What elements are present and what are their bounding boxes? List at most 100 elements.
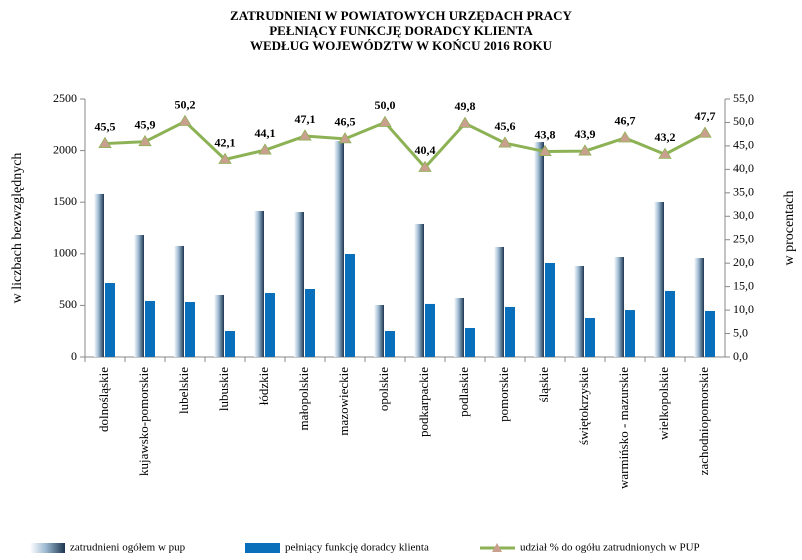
bar xyxy=(145,300,155,357)
marker xyxy=(338,132,352,144)
marker xyxy=(538,144,552,156)
bar xyxy=(414,223,424,357)
y-tick-label: 500 xyxy=(59,297,77,311)
y-tick-label: 2500 xyxy=(53,91,77,105)
marker xyxy=(298,129,312,141)
y-tick-label: 2000 xyxy=(53,142,77,156)
bar xyxy=(425,303,435,357)
legend-swatch xyxy=(245,543,280,553)
legend-marker xyxy=(492,543,502,552)
bar xyxy=(614,256,624,357)
x-tick-label: mazowieckie xyxy=(336,367,351,436)
x-tick-label: opolskie xyxy=(376,367,391,411)
bar xyxy=(214,294,224,357)
legend-label: zatrudnieni ogółem w pup xyxy=(70,542,186,554)
data-label: 43,8 xyxy=(535,127,556,141)
bar xyxy=(185,301,195,357)
bar xyxy=(574,265,584,357)
bar xyxy=(105,283,115,357)
bar xyxy=(545,262,555,357)
legend-label: pełniący funkcję doradcy klienta xyxy=(285,542,429,554)
data-label: 45,9 xyxy=(135,117,156,131)
marker xyxy=(258,143,272,155)
bar xyxy=(585,317,595,357)
bar xyxy=(625,310,635,357)
x-tick-label: dolnośląskie xyxy=(96,367,111,432)
y2-tick-label: 45,0 xyxy=(733,138,754,152)
data-label: 47,1 xyxy=(295,112,316,126)
chart-title: PEŁNIĄCY FUNKCJĘ DORADCY KLIENTA xyxy=(269,23,533,38)
bar xyxy=(174,245,184,357)
marker xyxy=(618,131,632,143)
y2-tick-label: 30,0 xyxy=(733,208,754,222)
marker xyxy=(658,147,672,159)
marker xyxy=(418,160,432,172)
x-tick-label: świętokrzyskie xyxy=(576,367,591,445)
x-tick-label: wielkopolskie xyxy=(656,367,671,440)
bar xyxy=(465,328,475,357)
bar xyxy=(454,297,464,357)
y2-tick-label: 0,0 xyxy=(733,349,748,363)
bar xyxy=(494,246,504,357)
x-tick-label: lubuskie xyxy=(216,367,231,411)
data-label: 40,4 xyxy=(415,143,436,157)
bar xyxy=(254,210,264,357)
y2-tick-label: 25,0 xyxy=(733,231,754,245)
bar xyxy=(94,193,104,357)
data-label: 44,1 xyxy=(255,126,276,140)
y2-axis-label: w procentach xyxy=(782,190,797,265)
y2-tick-label: 35,0 xyxy=(733,185,754,199)
data-label: 43,2 xyxy=(655,130,676,144)
bar xyxy=(374,304,384,357)
data-label: 46,7 xyxy=(615,114,636,128)
x-tick-label: śląskie xyxy=(536,367,551,403)
y-axis-label: w liczbach bezwzględnych xyxy=(10,153,25,304)
marker xyxy=(378,115,392,127)
marker xyxy=(578,144,592,156)
legend-label: udział % do ogółu zatrudnionych w PUP xyxy=(520,542,700,554)
bar xyxy=(305,288,315,357)
marker xyxy=(498,136,512,148)
bar xyxy=(505,306,515,357)
marker xyxy=(458,116,472,128)
data-label: 49,8 xyxy=(455,99,476,113)
bar xyxy=(385,330,395,357)
bar xyxy=(334,141,344,357)
data-label: 45,5 xyxy=(95,119,116,133)
bar xyxy=(294,212,304,357)
marker xyxy=(698,126,712,138)
bar xyxy=(654,201,664,357)
legend-swatch xyxy=(30,543,65,553)
y2-tick-label: 50,0 xyxy=(733,114,754,128)
x-tick-label: lubelskie xyxy=(176,367,191,414)
y2-tick-label: 20,0 xyxy=(733,255,754,269)
data-label: 50,2 xyxy=(175,97,196,111)
y2-tick-label: 15,0 xyxy=(733,278,754,292)
x-tick-label: pomorskie xyxy=(496,367,511,422)
marker xyxy=(178,114,192,126)
bar xyxy=(694,258,704,357)
bar xyxy=(345,254,355,357)
y2-tick-label: 40,0 xyxy=(733,161,754,175)
marker xyxy=(218,152,232,164)
bar xyxy=(134,235,144,357)
data-label: 47,7 xyxy=(695,109,716,123)
data-label: 50,0 xyxy=(375,98,396,112)
x-tick-label: zachodniopomorskie xyxy=(696,367,711,476)
marker xyxy=(98,136,112,148)
y2-tick-label: 10,0 xyxy=(733,302,754,316)
data-label: 42,1 xyxy=(215,135,236,149)
bar xyxy=(534,142,544,357)
x-tick-label: podkarpackie xyxy=(416,367,431,437)
data-label: 46,5 xyxy=(335,115,356,129)
y-tick-label: 0 xyxy=(71,349,77,363)
chart-title: WEDŁUG WOJEWÓDZTW W KOŃCU 2016 ROKU xyxy=(250,38,553,53)
data-label: 43,9 xyxy=(575,127,596,141)
y2-tick-label: 55,0 xyxy=(733,91,754,105)
y-tick-label: 1000 xyxy=(53,246,77,260)
data-label: 45,6 xyxy=(495,119,516,133)
bar xyxy=(665,290,675,357)
bar xyxy=(705,310,715,357)
chart-title: ZATRUDNIENI W POWIATOWYCH URZĘDACH PRACY xyxy=(230,8,572,23)
